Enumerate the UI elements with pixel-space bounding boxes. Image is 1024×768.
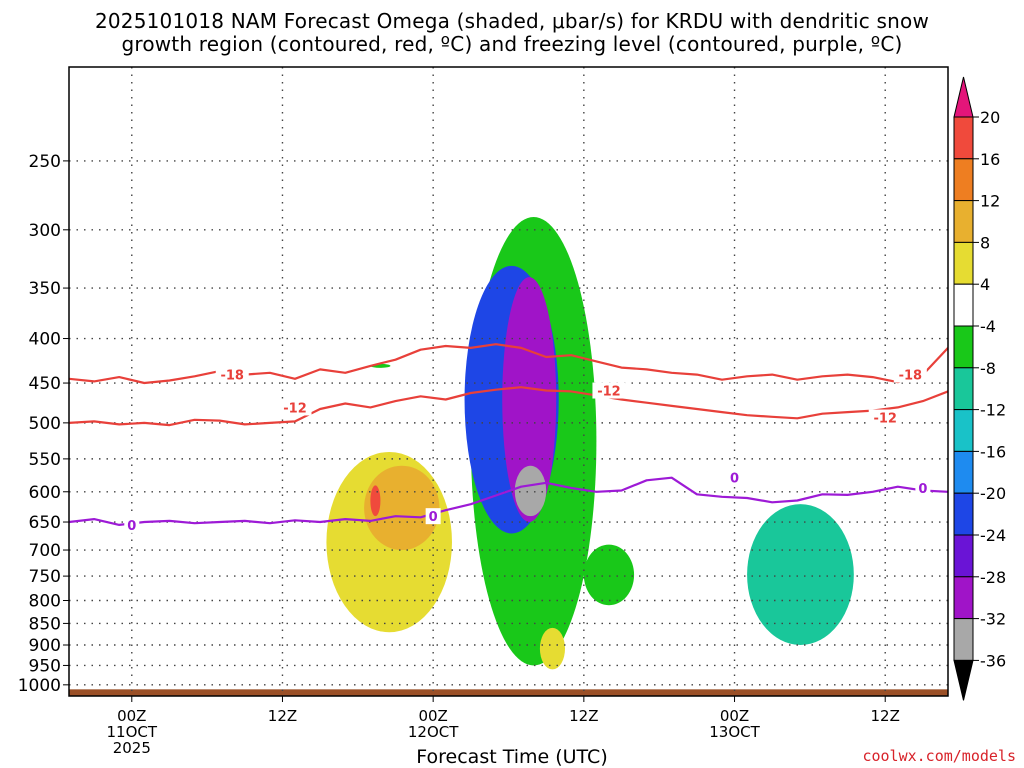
y-tick-label-850: 850	[29, 614, 61, 634]
omega-region-6	[370, 485, 381, 517]
contour-label-0-1: -18	[899, 369, 923, 384]
y-axis: 2503003504004505005506006507007508008509…	[18, 152, 69, 696]
colorbar-segment--16	[953, 409, 974, 452]
colorbar-segment--8	[953, 325, 974, 369]
chart-title-line1: 2025101018 NAM Forecast Omega (shaded, μ…	[94, 9, 930, 33]
colorbar-lower-arrow	[953, 659, 974, 701]
omega-region-7	[539, 627, 566, 670]
colorbar-segment-16	[953, 116, 974, 160]
colorbar-label--20: -20	[980, 484, 1006, 503]
colorbar-segment--32	[953, 576, 974, 620]
x-tick-label-0-1: 11OCT	[107, 723, 158, 741]
y-tick-label-400: 400	[29, 330, 61, 350]
x-tick-label-1-0: 12Z	[268, 707, 297, 725]
colorbar-label-20: 20	[980, 108, 1000, 127]
contour--12-line	[69, 386, 948, 427]
colorbar-label--36: -36	[980, 651, 1006, 670]
y-tick-label-300: 300	[29, 221, 61, 241]
colorbar-segment--12	[953, 367, 974, 411]
y-tick-label-350: 350	[29, 279, 61, 299]
y-tick-label-250: 250	[29, 152, 61, 172]
colorbar-segment--4	[953, 283, 974, 327]
x-tick-label-0-2: 2025	[113, 739, 151, 757]
contour-label-bg-0-1	[893, 366, 927, 383]
y-tick-label-950: 950	[29, 656, 61, 676]
x-tick-label-2-1: 12OCT	[408, 723, 459, 741]
x-tick-label-4-0: 00Z	[720, 707, 749, 725]
omega-region-3	[583, 544, 635, 606]
contour-label-1-0: -12	[283, 401, 307, 416]
colorbar-label--24: -24	[980, 526, 1006, 545]
y-tick-label-600: 600	[29, 483, 61, 503]
contour-label-bg-2-1	[425, 508, 441, 525]
y-tick-label-550: 550	[29, 450, 61, 470]
colorbar-label-16: 16	[980, 150, 1000, 169]
colorbar-legend: 20 16 12 8 4 -4 -8 -12 -16 -20 -24 -28 -32 -36	[953, 76, 1006, 701]
contour-label-bg-1-1	[592, 382, 626, 399]
colorbar-segment--20	[953, 450, 974, 494]
colorbar-segment-4	[953, 241, 974, 285]
terrain-fill	[69, 689, 948, 696]
y-tick-label-800: 800	[29, 591, 61, 611]
terrain-surface	[69, 689, 948, 696]
chart-title: 2025101018 NAM Forecast Omega (shaded, μ…	[0, 10, 1024, 56]
contour-label-1-2: -12	[873, 412, 897, 427]
omega-shading	[326, 216, 854, 670]
contour-label-bg-0-0	[215, 366, 249, 383]
omega-region-5	[364, 465, 440, 551]
contour-label-2-0: 0	[127, 519, 136, 534]
colorbar-label--16: -16	[980, 442, 1006, 461]
y-tick-label-1000: 1000	[18, 676, 61, 696]
colorbar-segment-12	[953, 158, 974, 202]
contour-label-bg-2-3	[915, 479, 931, 496]
y-tick-label-650: 650	[29, 513, 61, 533]
x-tick-label-2-0: 00Z	[418, 707, 447, 725]
colorbar-upper-arrow	[953, 76, 974, 118]
colorbar-label--28: -28	[980, 568, 1006, 587]
contour-label-bg-2-0	[124, 516, 140, 533]
x-tick-label-0-0: 00Z	[117, 707, 146, 725]
omega-region-2	[747, 504, 854, 646]
colorbar-label--4: -4	[980, 317, 996, 336]
omega-region-10	[514, 465, 547, 517]
colorbar-label-4: 4	[980, 275, 990, 294]
y-tick-label-900: 900	[29, 636, 61, 656]
y-tick-label-750: 750	[29, 567, 61, 587]
x-tick-label-5-0: 12Z	[871, 707, 900, 725]
contour-label-1-1: -12	[597, 385, 621, 400]
contour-label-2-2: 0	[730, 472, 739, 487]
plot-frame	[68, 66, 949, 697]
colorbar-segment--36	[953, 618, 974, 661]
contour-0-line	[69, 476, 948, 527]
contour-label-bg-1-0	[278, 399, 312, 416]
contour-label-0-0: -18	[220, 369, 244, 384]
site-credit: coolwx.com/models	[862, 747, 1016, 765]
y-tick-label-450: 450	[29, 374, 61, 394]
colorbar-segment-8	[953, 200, 974, 243]
contour-label-bg-1-2	[868, 409, 902, 426]
temperature-contours: -18 -18 -12 -12 -12 0 0 0 0	[69, 343, 948, 534]
contour-label-2-3: 0	[918, 482, 927, 497]
y-tick-label-500: 500	[29, 414, 61, 434]
colorbar-segment--24	[953, 492, 974, 536]
contour-label-2-1: 0	[429, 510, 438, 525]
x-tick-label-3-0: 12Z	[569, 707, 598, 725]
chart-title-line2: growth region (contoured, red, ºC) and f…	[121, 32, 903, 56]
y-tick-label-700: 700	[29, 541, 61, 561]
colorbar-label-12: 12	[980, 192, 1000, 211]
colorbar-label--32: -32	[980, 610, 1006, 629]
colorbar-label--12: -12	[980, 401, 1006, 420]
contour--18-line	[69, 343, 948, 385]
colorbar-label--8: -8	[980, 359, 996, 378]
colorbar-label-8: 8	[980, 233, 990, 252]
contour-label-bg-2-2	[727, 469, 743, 486]
x-axis-title: Forecast Time (UTC)	[416, 746, 608, 768]
x-tick-label-4-1: 13OCT	[709, 723, 760, 741]
colorbar-segment--28	[953, 534, 974, 578]
